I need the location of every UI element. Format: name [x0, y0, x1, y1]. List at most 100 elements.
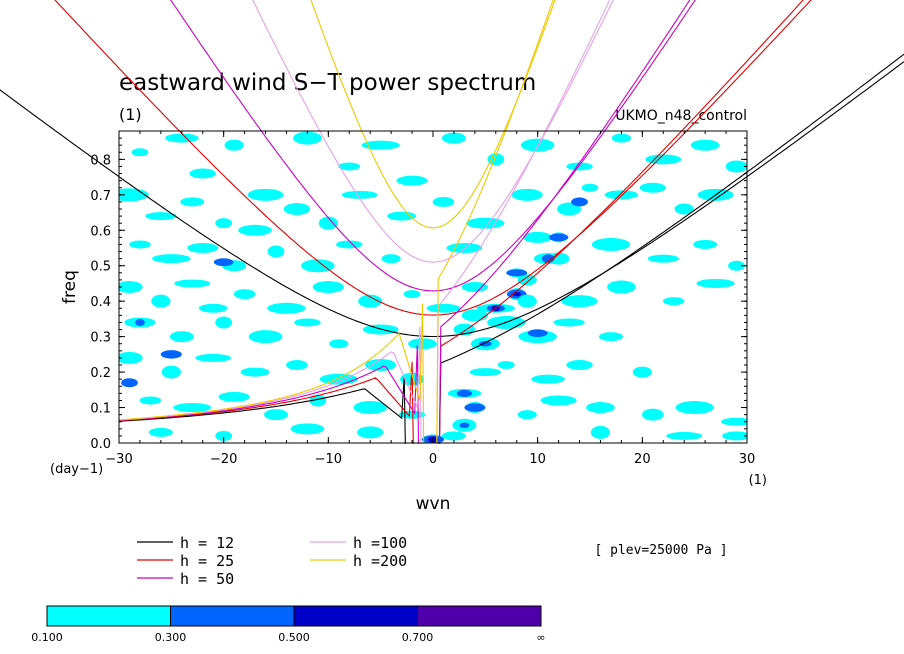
contour-blob [318, 216, 338, 230]
contour-blob [119, 351, 143, 364]
contour-blob [456, 389, 473, 397]
contour-blob [160, 350, 182, 359]
contour-blob [129, 240, 151, 249]
contour-blob [381, 254, 401, 264]
contour-blob [487, 153, 505, 166]
dispersion-curve [118, 0, 691, 566]
contour-blob [464, 403, 486, 412]
contour-blob [293, 131, 322, 145]
contour-blob [662, 297, 685, 306]
contour-blob [548, 233, 569, 242]
contour-blob [553, 318, 585, 327]
contour-blob [135, 318, 145, 326]
legend-label: h = 50 [180, 570, 234, 588]
x-tick-label: −30 [105, 452, 132, 467]
legend-label: h = 25 [180, 552, 234, 570]
contour-blob [511, 188, 543, 201]
contour-blob [725, 160, 747, 173]
contour-blob [224, 139, 244, 151]
contour-blob [693, 239, 718, 249]
contour-blob [517, 410, 537, 420]
dispersion-curves [0, 0, 904, 614]
contour-blob [647, 254, 679, 263]
contour-blob [301, 259, 335, 273]
contour-blob [329, 339, 349, 349]
contour-blob [523, 231, 553, 243]
y-tick-label: 0.1 [90, 402, 111, 417]
contour-blob [466, 217, 505, 229]
contour-blob [286, 360, 308, 370]
x-unit-label: (1) [749, 473, 767, 488]
contour-blob [218, 391, 250, 402]
contour-blob [432, 196, 455, 207]
y-tick-label: 0.8 [90, 153, 111, 168]
contour-blob [361, 140, 400, 150]
power-contours [119, 131, 747, 443]
contour-blob [527, 329, 548, 337]
contour-blob [674, 203, 694, 215]
contour-blob [517, 274, 537, 286]
contour-blob [469, 368, 501, 377]
contour-blob [566, 162, 593, 171]
contour-blob [169, 331, 194, 343]
contour-blob [666, 431, 703, 440]
x-tick-label: 20 [634, 452, 651, 467]
contour-blob [461, 309, 489, 322]
contour-blob [540, 395, 577, 406]
contour-blob [722, 431, 747, 441]
contour-blob [387, 211, 416, 221]
contour-blob [139, 396, 162, 405]
y-tick-label: 0.4 [90, 295, 111, 310]
dispersion-curve-upper [170, 0, 696, 292]
colorbar-label: ∞ [536, 631, 545, 644]
y-axis: 0.0 0.1 0.2 0.3 0.4 0.5 0.6 0.7 0.8 [90, 137, 747, 452]
contour-blob [267, 302, 306, 314]
model-label: UKMO_n48_control [615, 108, 747, 124]
colorbar-label: 0.700 [402, 631, 434, 644]
contour-blob [639, 182, 666, 193]
contour-blob [238, 224, 272, 236]
plot-frame [118, 130, 748, 444]
contour-blob [459, 422, 470, 429]
contour-blob [198, 303, 228, 313]
x-tick-label: 30 [739, 452, 756, 467]
contour-blob [675, 401, 714, 415]
contour-blob [312, 281, 344, 293]
contour-blob [403, 290, 421, 299]
contour-blob [165, 133, 199, 143]
contour-blob [590, 425, 611, 439]
contour-blob [632, 366, 652, 378]
contour-blob [173, 403, 212, 413]
colorbar-label: 0.100 [31, 631, 63, 644]
contour-blob [426, 303, 461, 313]
contour-blob [174, 279, 211, 288]
contour-blob [240, 367, 270, 377]
contour-blob [571, 197, 588, 207]
contour-blob [446, 243, 483, 253]
contour-blob [151, 294, 171, 308]
contour-blob [161, 365, 181, 379]
contour-blob [195, 353, 232, 362]
contour-blob [645, 154, 682, 165]
contour-blob [607, 280, 636, 294]
chart-title: eastward wind S−T power spectrum [119, 70, 536, 96]
contour-blob [461, 282, 489, 292]
y-tick-label: 0.6 [90, 224, 111, 239]
contour-blob [357, 426, 384, 439]
contour-blob [720, 417, 747, 426]
contour-blob [294, 318, 321, 327]
contour-blob [267, 245, 285, 258]
contour-blob [479, 340, 492, 347]
contour-blob [441, 431, 466, 441]
contour-blob [152, 254, 191, 264]
dispersion-curve-upper [310, 0, 556, 229]
x-tick-label: −20 [210, 452, 237, 467]
contour-blob [145, 212, 177, 221]
contour-blob [248, 330, 283, 344]
contour-blob [264, 409, 288, 421]
contour-blob [611, 133, 632, 143]
contour-blob [215, 316, 233, 329]
contour-blob [358, 294, 383, 308]
